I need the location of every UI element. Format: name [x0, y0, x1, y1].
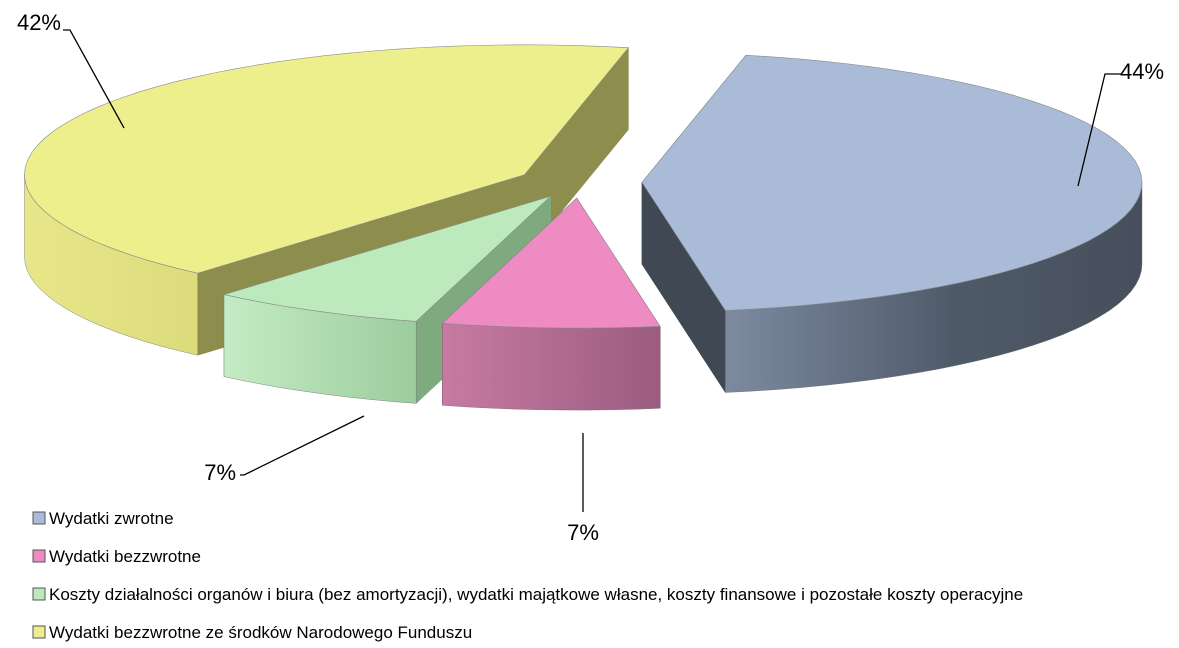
pie-slices	[24, 44, 1143, 411]
data-label-koszty-dzialalnosci-organow-i-biura-bez-: 7%	[204, 415, 365, 485]
slice-wydatki-zwrotne	[641, 54, 1143, 394]
legend-swatch	[32, 587, 46, 601]
data-label-wydatki-zwrotne: 44%	[1077, 59, 1164, 187]
slice-wydatki-bezzwrotne	[441, 197, 661, 411]
legend-item-wydatki-zwrotne: Wydatki zwrotne	[32, 509, 174, 528]
legend: Wydatki zwrotne Wydatki bezzwrotne Koszty …	[32, 509, 1023, 642]
legend-label: Wydatki zwrotne	[49, 509, 174, 528]
legend-label: Koszty działalności organów i biura (bez…	[49, 585, 1023, 604]
legend-item-koszty-dzialalnosci-organow-i-biura-bez-: Koszty działalności organów i biura (bez…	[32, 585, 1023, 604]
data-label-text: 44%	[1120, 59, 1164, 84]
data-label-wydatki-bezzwrotne-ze-srodkow-narodowego: 42%	[17, 10, 125, 129]
data-label-text: 42%	[17, 10, 61, 35]
legend-swatch	[32, 625, 46, 639]
legend-label: Wydatki bezzwrotne ze środków Narodowego…	[49, 623, 472, 642]
data-labels: 44% 7% 7% 42%	[17, 10, 1164, 545]
data-label-wydatki-bezzwrotne: 7%	[567, 433, 599, 545]
slice-top	[24, 44, 630, 274]
slice-top	[641, 54, 1143, 311]
legend-item-wydatki-bezzwrotne-ze-srodkow-narodowego: Wydatki bezzwrotne ze środków Narodowego…	[32, 623, 472, 642]
slice-side	[442, 323, 661, 411]
leader-line	[63, 29, 125, 129]
legend-item-wydatki-bezzwrotne: Wydatki bezzwrotne	[32, 547, 201, 566]
leader-line	[1077, 73, 1122, 187]
legend-swatch	[32, 549, 46, 563]
slice-top	[223, 195, 551, 322]
data-label-text: 7%	[204, 460, 236, 485]
legend-swatch	[32, 511, 46, 525]
legend-label: Wydatki bezzwrotne	[49, 547, 201, 566]
slice-top	[441, 197, 661, 329]
data-label-text: 7%	[567, 520, 599, 545]
leader-line	[240, 415, 365, 476]
